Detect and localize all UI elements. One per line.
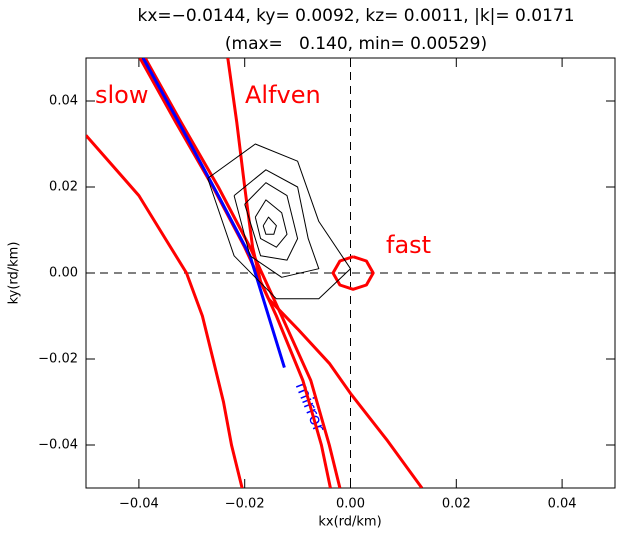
curve bbox=[267, 297, 424, 488]
chart-subtitle: (max= 0.140, min= 0.00529) bbox=[225, 34, 487, 54]
contour bbox=[262, 216, 277, 235]
x-axis-label: kx(rd/km) bbox=[318, 515, 381, 530]
x-tick-label: 0.04 bbox=[548, 497, 577, 512]
x-tick-label: 0.00 bbox=[336, 497, 365, 512]
y-tick-label: 0.00 bbox=[49, 266, 78, 281]
y-tick-label: −0.02 bbox=[38, 352, 78, 367]
contour bbox=[244, 182, 299, 261]
x-tick-label: 0.02 bbox=[442, 497, 471, 512]
y-axis-label: ky(rd/km) bbox=[7, 242, 22, 305]
x-tick-label: −0.04 bbox=[119, 497, 159, 512]
chart-title: kx=−0.0144, ky= 0.0092, kz= 0.0011, |k|=… bbox=[137, 6, 574, 26]
contour bbox=[207, 143, 351, 300]
contour bbox=[233, 169, 320, 278]
curve bbox=[141, 58, 286, 369]
y-tick-label: −0.04 bbox=[38, 438, 78, 453]
contour bbox=[254, 199, 288, 248]
curve bbox=[143, 58, 342, 488]
y-tick-label: 0.04 bbox=[49, 94, 78, 109]
curve bbox=[331, 255, 375, 291]
curve bbox=[86, 134, 244, 488]
alfven-label: Alfven bbox=[245, 81, 321, 109]
fast-label: fast bbox=[386, 231, 431, 259]
x-tick-label: −0.02 bbox=[225, 497, 265, 512]
y-tick-label: 0.02 bbox=[49, 180, 78, 195]
slow-label: slow bbox=[95, 81, 148, 109]
